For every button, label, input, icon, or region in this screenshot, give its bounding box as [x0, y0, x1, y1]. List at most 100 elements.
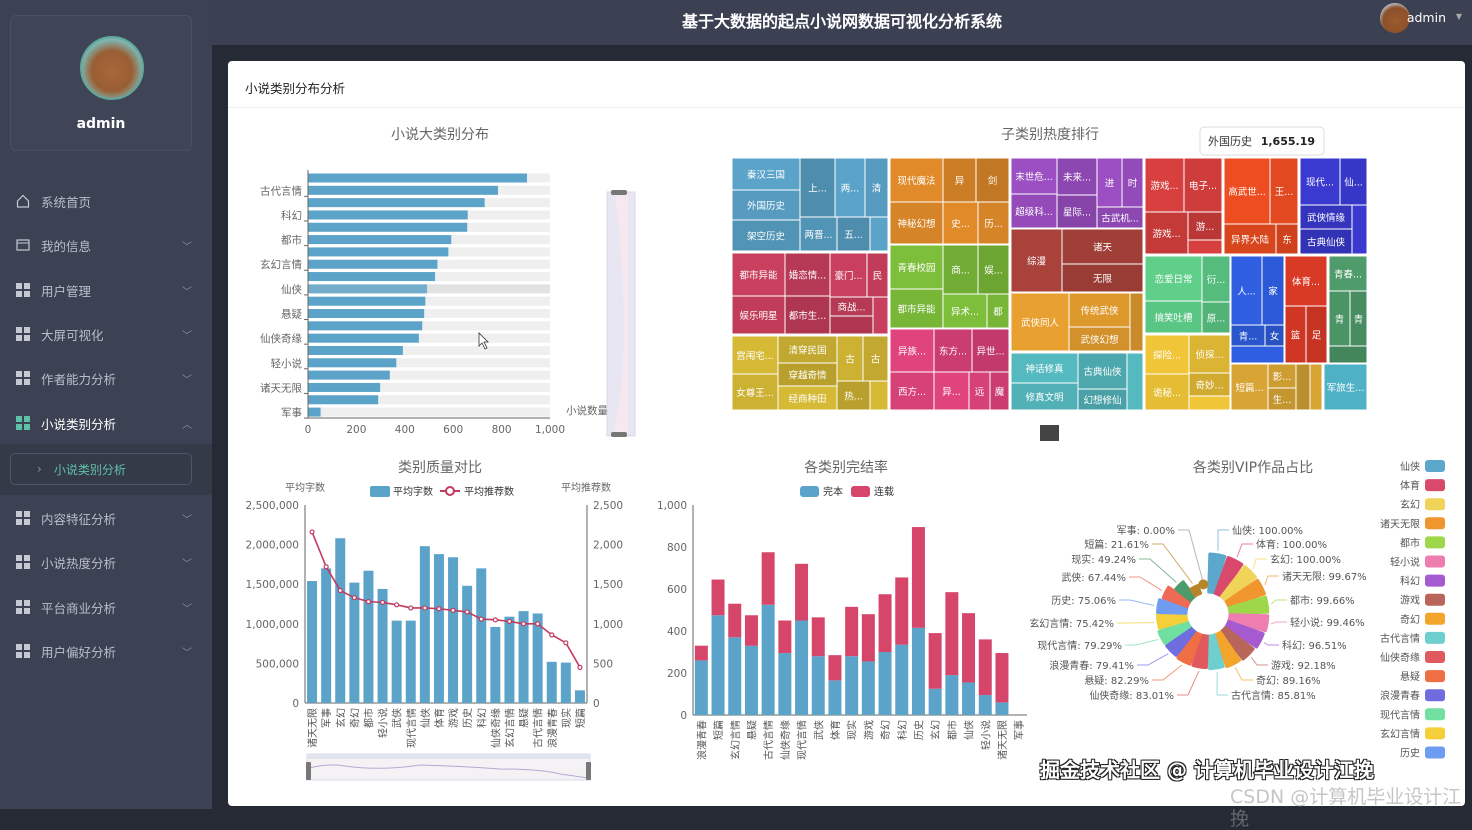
treemap-node-label: 侦探... [1195, 349, 1223, 361]
legend-swatch[interactable] [851, 486, 870, 497]
legend-swatch[interactable] [1425, 575, 1445, 587]
bar [308, 309, 424, 318]
watermark: 掘金技术社区 @ 计算机毕业设计江挽 [1040, 758, 1374, 782]
y-tick-label: 仙侠 [281, 283, 302, 296]
legend-swatch[interactable] [1425, 613, 1445, 625]
subcategory-treemap: 子类别热度排行秦汉三国外国历史架空历史上...两...清两晋...五...都市异… [733, 127, 1367, 441]
legend-bar-swatch[interactable] [370, 486, 390, 497]
legend-swatch[interactable] [1425, 479, 1445, 491]
x-tick-label: 200 [346, 424, 366, 436]
treemap-node-label: 五... [844, 230, 863, 241]
treemap-node-label: 家 [1268, 286, 1278, 298]
legend-swatch[interactable] [1425, 670, 1445, 682]
legend-swatch[interactable] [1425, 651, 1445, 663]
legend-swatch[interactable] [1425, 708, 1445, 720]
pie-slice[interactable] [1198, 579, 1208, 589]
bar [420, 546, 430, 703]
line-point [409, 606, 413, 610]
y-tick-label-left: 1,000,000 [246, 619, 299, 631]
line-point [493, 618, 497, 622]
y-axis-name-left: 平均字数 [285, 481, 325, 494]
line-point [550, 633, 554, 637]
treemap-node-label: 武侠同人 [1021, 317, 1060, 329]
treemap-node-label: 都市生... [789, 310, 827, 322]
bar [476, 568, 486, 703]
legend-swatch[interactable] [1425, 536, 1445, 548]
label-line [1271, 600, 1287, 604]
treemap-node-label: 仙... [1344, 177, 1363, 189]
legend-label: 都市 [1400, 536, 1420, 549]
treemap-node-label: 两... [841, 184, 860, 195]
legend-swatch[interactable] [1425, 632, 1445, 644]
treemap-node-label: 剑 [988, 175, 998, 187]
label-line [1137, 654, 1168, 665]
y-tick-label: 军事 [281, 406, 302, 419]
bar-completed [862, 661, 875, 715]
bar-serializing [912, 527, 925, 628]
treemap-node-label: 商战... [837, 302, 865, 314]
datazoom-handle-top[interactable] [611, 190, 627, 195]
legend-label: 体育 [1400, 479, 1420, 492]
line-point [564, 641, 568, 645]
treemap-node-label: 武侠幻想 [1080, 334, 1119, 346]
line-point [395, 603, 399, 607]
y-tick-label-left: 2,000,000 [246, 540, 299, 552]
label-line [1217, 672, 1228, 695]
treemap-breadcrumb[interactable] [1040, 425, 1059, 441]
legend-swatch[interactable] [1425, 594, 1445, 606]
bar [308, 198, 485, 207]
legend-swatch[interactable] [800, 486, 819, 497]
slice-label: 短篇: 21.61% [1084, 538, 1149, 551]
legend-swatch[interactable] [1425, 727, 1445, 739]
treemap-node-label: 秦汉三国 [747, 169, 785, 181]
treemap-node-label: 进 [1105, 179, 1115, 190]
bar [462, 586, 472, 703]
treemap-node-label: 高武世... [1228, 186, 1266, 198]
datazoom-handle-left[interactable] [306, 762, 311, 780]
x-tick-label: 科幻 [475, 708, 488, 728]
line-point [507, 619, 511, 623]
line-point [381, 600, 385, 604]
bar [308, 297, 425, 306]
x-tick-label: 短篇 [574, 708, 587, 728]
slice-label: 体育: 100.00% [1256, 538, 1327, 551]
bar [308, 358, 396, 367]
x-tick-label: 现实 [846, 720, 859, 740]
legend-swatch[interactable] [1425, 517, 1445, 529]
watermark-faint: CSDN @计算机毕业设计江挽 [1230, 786, 1472, 830]
y-tick-label: 1,000 [657, 500, 687, 512]
x-tick-label: 武侠 [391, 708, 404, 728]
treemap-node-label: 都 [993, 307, 1003, 318]
datazoom-handle-right[interactable] [586, 762, 591, 780]
legend-swatch[interactable] [1425, 460, 1445, 472]
x-tick-label: 历史 [462, 708, 474, 728]
treemap-node-label: 影... [1273, 372, 1292, 383]
treemap-node-label: 奇妙... [1195, 380, 1223, 392]
x-tick-label: 浪漫青春 [546, 708, 559, 748]
legend-swatch[interactable] [1425, 556, 1445, 568]
legend-swatch[interactable] [1425, 498, 1445, 510]
treemap-node-label: 热... [844, 391, 863, 403]
treemap-node-label: 传统武侠 [1080, 305, 1119, 317]
legend-label: 平均字数 [393, 485, 433, 498]
bar [378, 589, 388, 703]
bar-completed [945, 675, 958, 715]
datazoom-handle-bottom[interactable] [611, 432, 627, 437]
label-line [1139, 559, 1176, 582]
bar-completed [778, 653, 791, 715]
bar [308, 247, 448, 256]
y-tick-label-right: 0 [593, 698, 600, 710]
bar-serializing [728, 604, 741, 638]
treemap-node-label: 现代... [1306, 178, 1334, 189]
label-line [1237, 544, 1253, 557]
treemap-node-label: 游... [1196, 221, 1215, 233]
treemap-node-label: 娱乐明星 [739, 310, 777, 322]
legend-swatch[interactable] [1425, 747, 1445, 759]
legend-label: 科幻 [1400, 575, 1420, 588]
bar [308, 383, 380, 392]
x-tick-label: 历史 [913, 720, 925, 740]
legend-swatch[interactable] [1425, 689, 1445, 701]
line-point [536, 622, 540, 626]
slice-label: 现代言情: 79.29% [1037, 639, 1122, 652]
